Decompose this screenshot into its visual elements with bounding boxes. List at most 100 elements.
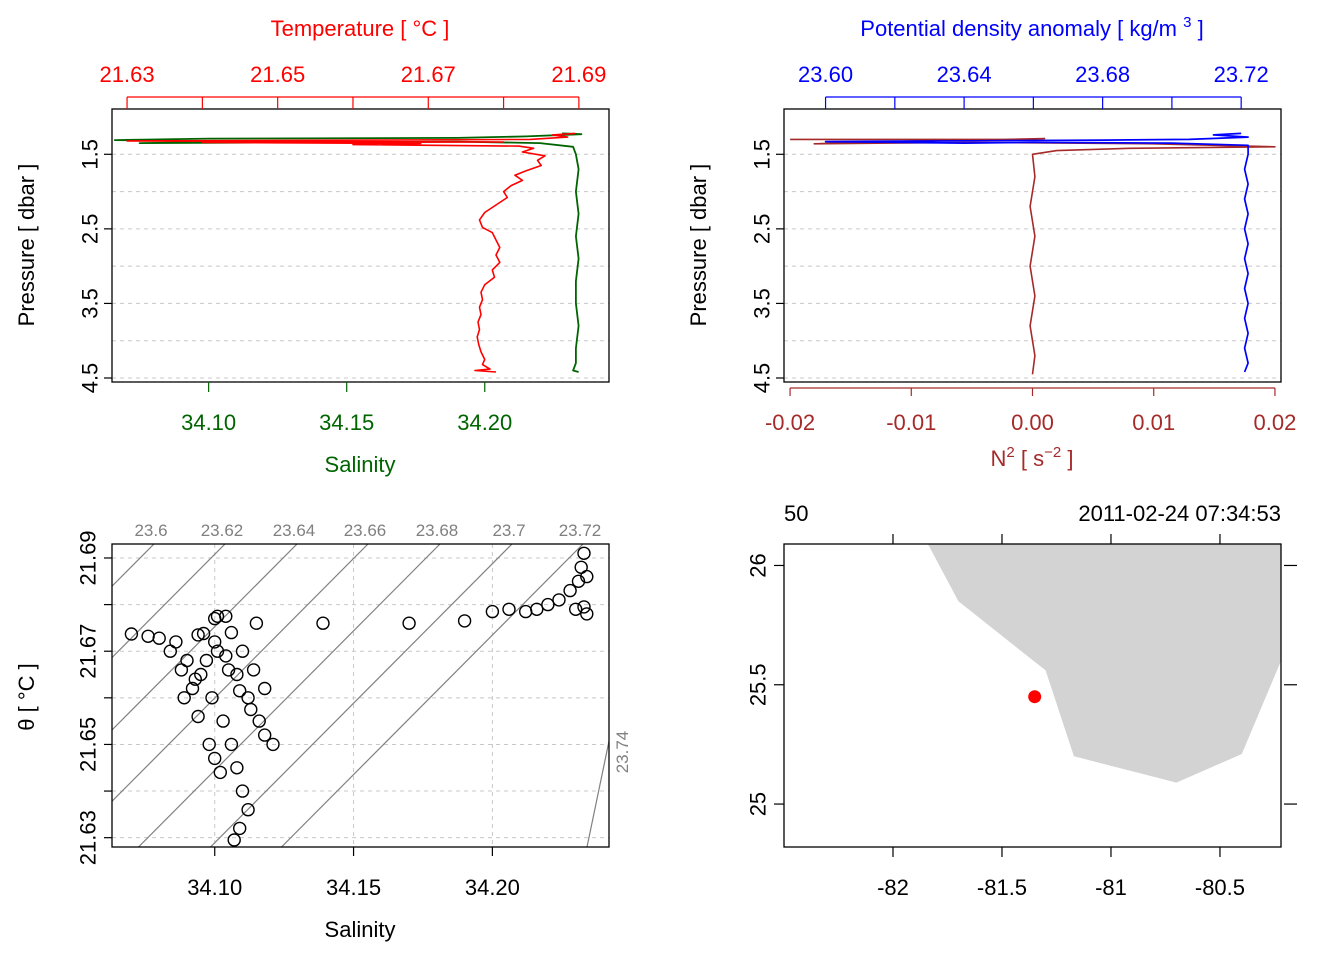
temperature-tick-label: 21.67 (401, 62, 456, 87)
temperature-axis-title: Temperature [ °C ] (271, 16, 450, 41)
pressure-tick-label: 1.5 (78, 139, 103, 170)
plot-frame (783, 108, 1282, 383)
theta-axis-title: θ [ °C ] (14, 663, 39, 730)
pressure-tick-label: 2.5 (78, 214, 103, 245)
density-tick-label: 23.72 (1214, 62, 1269, 87)
ts-point (191, 628, 205, 642)
salinity-axis-title: Salinity (325, 917, 396, 942)
temperature-tick-label: 21.63 (100, 62, 155, 87)
ts-point (224, 737, 239, 752)
isopycnal-lines (112, 544, 609, 847)
isopycnal-label: 23.72 (559, 521, 602, 540)
ts-point (541, 597, 555, 612)
ts-point (210, 609, 225, 623)
n2-title-n: N (991, 446, 1007, 471)
n2-line (790, 137, 1276, 375)
ts-point (241, 803, 255, 817)
ts-point (230, 761, 244, 775)
temperature-line (126, 132, 576, 373)
station-time-label: 2011-02-24 07:34:53 (1078, 501, 1281, 526)
isopycnal-label: 23.66 (344, 521, 387, 540)
station-map-panel: -82 -81.5 -81 -80.5 25 25.5 26 50 2011-02-24 0… (746, 501, 1297, 900)
latitude-tick-label: 25.5 (746, 663, 771, 706)
ts-point (227, 833, 241, 847)
temperature-tick-label: 21.65 (250, 62, 305, 87)
ts-point (485, 604, 500, 619)
pressure-tick-label: 3.5 (750, 288, 775, 319)
density-tick-label: 23.68 (1075, 62, 1130, 87)
ts-point (246, 663, 261, 677)
ts-point (152, 631, 166, 645)
ts-point (219, 649, 233, 663)
temperature-salinity-profile-panel: 21.63 21.65 21.67 21.69 34.10 34.15 34.20 1.5… (14, 16, 610, 477)
ts-point (191, 709, 205, 724)
ts-point (502, 602, 516, 616)
ts-point (221, 663, 236, 677)
density-line (824, 132, 1249, 373)
ts-point (577, 546, 591, 560)
longitude-tick-label: -81.5 (977, 875, 1027, 900)
longitude-tick-label: -82 (877, 875, 909, 900)
n2-tick-label: 0.01 (1132, 410, 1175, 435)
temperature-axis-ticks: 21.63 21.65 21.67 21.69 (100, 62, 606, 109)
pressure-tick-label: 4.5 (78, 363, 103, 394)
ts-point (235, 784, 250, 798)
profile-data-lines (790, 132, 1276, 375)
isopycnal-labels: 23.6 23.62 23.64 23.66 23.68 23.7 23.72 23.74 (134, 521, 632, 773)
ts-point (219, 609, 233, 623)
ts-point (402, 616, 416, 630)
longitude-tick-label: -80.5 (1195, 875, 1245, 900)
ts-point (224, 625, 239, 640)
density-axis-ticks: 23.60 23.64 23.68 23.72 (798, 62, 1269, 109)
isopycnal-label: 23.74 (613, 731, 632, 774)
ts-point (205, 691, 219, 705)
ts-point (519, 604, 533, 619)
ts-point (552, 593, 566, 607)
station-marker (1028, 690, 1042, 704)
salinity-tick-label: 34.15 (319, 410, 374, 435)
pressure-tick-label: 4.5 (750, 363, 775, 394)
superscript-2: 2 (1006, 444, 1014, 461)
ts-point (577, 600, 591, 614)
n2-tick-label: 0.00 (1011, 410, 1054, 435)
pressure-tick-label: 1.5 (750, 139, 775, 170)
latitude-tick-label: 25 (746, 792, 771, 816)
salinity-axis-ticks: 34.10 34.15 34.20 (187, 847, 520, 900)
n2-tick-label: 0.02 (1254, 410, 1297, 435)
ts-point (124, 627, 139, 641)
profile-data-lines (113, 132, 583, 373)
ts-point (210, 644, 225, 658)
salinity-axis-ticks: 34.10 34.15 34.20 (181, 382, 512, 435)
ts-point (252, 714, 266, 728)
ts-point (457, 614, 472, 628)
ts-point (207, 751, 222, 766)
density-tick-label: 23.64 (937, 62, 992, 87)
ts-point (580, 569, 594, 584)
n2-title-mid: [ s (1015, 446, 1044, 471)
isopycnal-label: 23.64 (273, 521, 316, 540)
pressure-axis-ticks: 1.5 2.5 3.5 4.5 (78, 139, 112, 394)
ts-point (569, 602, 583, 616)
ts-point (232, 821, 247, 836)
density-title-rest: ] (1191, 16, 1203, 41)
ts-point (258, 728, 272, 742)
pressure-tick-label: 2.5 (750, 214, 775, 245)
ts-point (169, 635, 183, 649)
salinity-tick-label: 34.20 (457, 410, 512, 435)
superscript-minus2: −2 (1044, 444, 1061, 461)
theta-tick-label: 21.65 (76, 717, 101, 772)
salinity-tick-label: 34.15 (326, 875, 381, 900)
isopycnal-label: 23.68 (416, 521, 459, 540)
ts-scatter-points (124, 546, 594, 847)
ts-point (258, 681, 272, 696)
map-frame (783, 543, 1282, 848)
n2-axis-ticks: -0.02 -0.01 0.00 0.01 0.02 (765, 387, 1297, 435)
salinity-line (113, 132, 583, 373)
isopycnal-line (112, 544, 298, 731)
ts-point (235, 644, 250, 658)
superscript-3: 3 (1183, 14, 1191, 31)
isopycnal-line (112, 544, 226, 659)
density-axis-title: Potential density anomaly [ kg/m 3 ] (860, 14, 1203, 41)
density-n2-profile-panel: 23.60 23.64 23.68 23.72 -0.02 -0.01 0.00 0.01 0… (686, 14, 1296, 471)
